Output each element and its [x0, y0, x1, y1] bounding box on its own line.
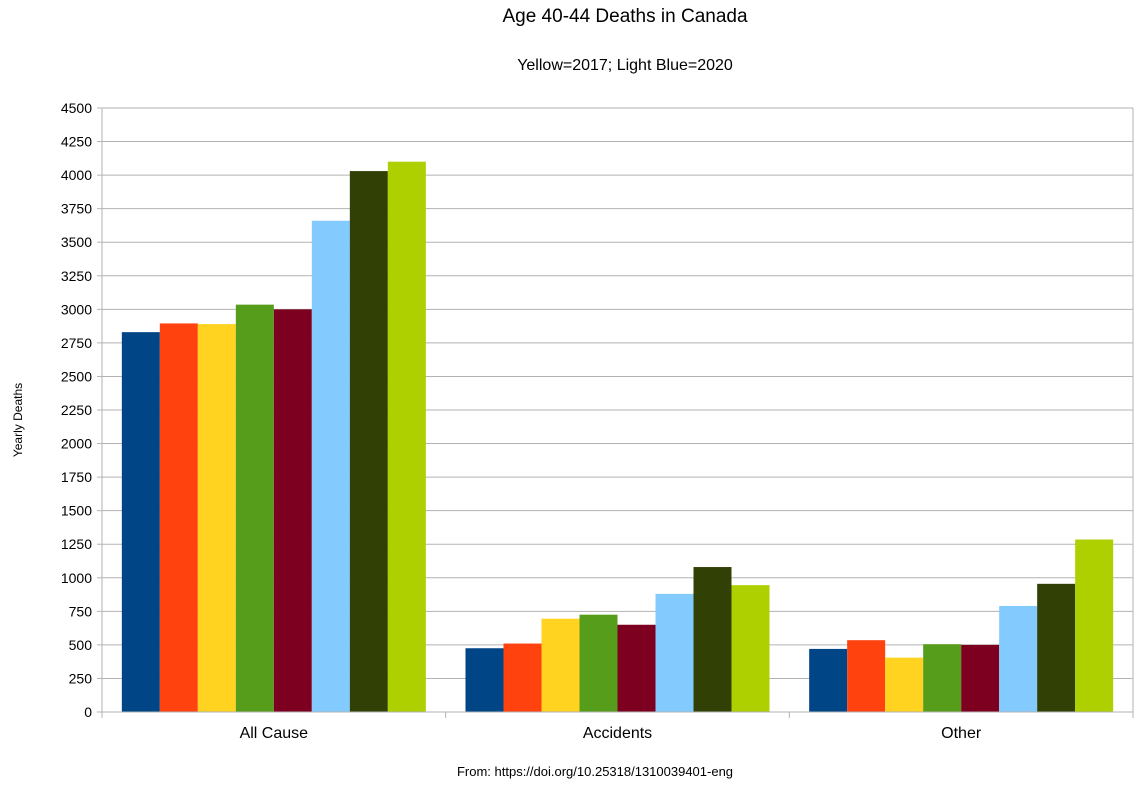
y-tick-label: 3500: [61, 234, 92, 250]
bar: [923, 644, 962, 712]
y-tick-label: 1750: [61, 469, 92, 485]
axes: 0 250 500 750 1000 1250 1500 1750 2000 2250 2500 27…: [61, 100, 1134, 742]
y-tick-label: 2750: [61, 335, 92, 351]
bar: [999, 605, 1038, 712]
y-tick-label: 0: [84, 704, 92, 720]
chart-title: Age 40-44 Deaths in Canada: [502, 6, 748, 27]
y-tick-label: 4500: [61, 100, 92, 116]
bar: [961, 644, 1000, 712]
bar: [847, 640, 886, 712]
y-tick-label: 1000: [61, 570, 92, 586]
y-tick-label: 500: [69, 637, 93, 653]
bar: [1037, 583, 1076, 712]
bar: [655, 593, 694, 712]
y-tick-label: 250: [69, 670, 93, 686]
bar: [121, 332, 160, 712]
bar: [579, 614, 618, 712]
bar: [693, 567, 732, 712]
x-tick-label: Accidents: [583, 725, 652, 742]
y-tick-label: 2000: [61, 436, 92, 452]
y-tick-label: 750: [69, 603, 93, 619]
bar: [809, 648, 848, 712]
bar: [465, 648, 504, 712]
y-tick-label: 1250: [61, 536, 92, 552]
y-tick-label: 4000: [61, 167, 92, 183]
y-tick-label: 2500: [61, 368, 92, 384]
bar: [885, 657, 924, 712]
y-tick-label: 2250: [61, 402, 92, 418]
bar: [273, 309, 312, 712]
y-tick-label: 3000: [61, 301, 92, 317]
bar: [617, 624, 656, 712]
chart-subtitle: Yellow=2017; Light Blue=2020: [517, 57, 733, 74]
bar: [159, 323, 198, 712]
x-tick-label: All Cause: [240, 725, 309, 742]
bar: [349, 171, 388, 712]
bar: [503, 643, 542, 712]
bar: [541, 618, 580, 712]
bars: [121, 161, 1114, 712]
y-tick-label: 3250: [61, 268, 92, 284]
y-tick-label: 3750: [61, 201, 92, 217]
source-note: From: https://doi.org/10.25318/131003940…: [456, 764, 734, 779]
bar: [731, 585, 770, 712]
bar: [235, 304, 274, 712]
bar: [1075, 539, 1114, 712]
y-tick-label: 4250: [61, 134, 92, 150]
y-tick-label: 1500: [61, 503, 92, 519]
bar: [387, 161, 426, 712]
x-tick-label: Other: [941, 725, 982, 742]
bar: [311, 220, 350, 712]
bar: [197, 324, 236, 712]
